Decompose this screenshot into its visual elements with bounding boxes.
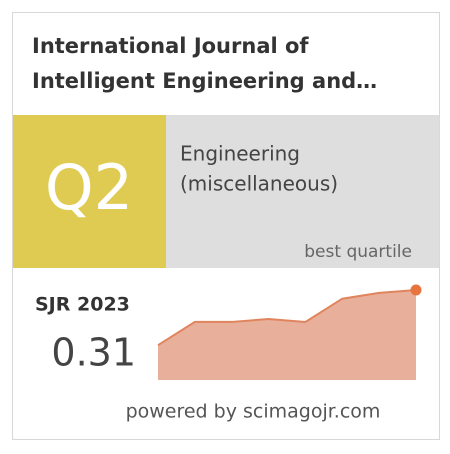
sparkline — [157, 284, 422, 380]
quartile-box — [13, 115, 166, 268]
footer: powered by scimagojr.com — [126, 401, 381, 423]
sparkline-line — [157, 289, 417, 347]
category-box — [166, 115, 439, 268]
quartile-label: Q2 — [45, 151, 133, 224]
indicator-value: 0.31 — [51, 331, 136, 375]
journal-title: Intelligent Engineering and… — [32, 69, 377, 93]
journal-title: International Journal of — [32, 34, 309, 58]
category: (miscellaneous) — [180, 172, 338, 196]
sparkline-dot — [410, 284, 422, 296]
category: Engineering — [180, 142, 300, 166]
indicator-label: SJR 2023 — [35, 294, 130, 316]
quartile-caption: best quartile — [304, 242, 412, 262]
sparkline-area — [158, 290, 416, 380]
